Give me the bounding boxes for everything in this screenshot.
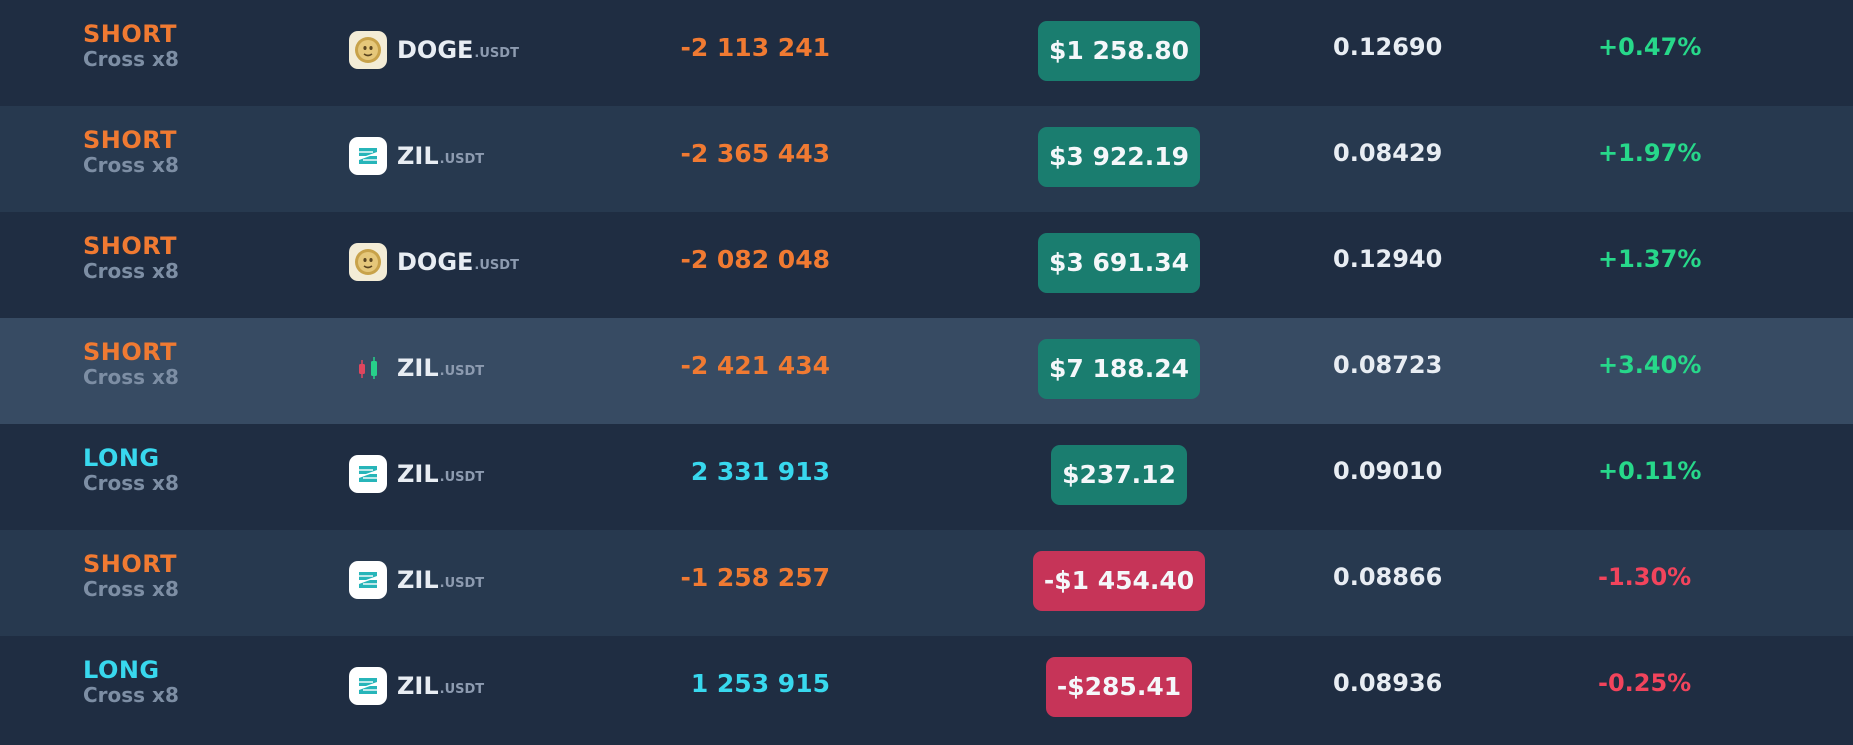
margin-mode: Cross x8: [83, 683, 179, 707]
base-symbol: ZIL: [397, 460, 439, 488]
pnl-badge: $3 691.34: [1038, 233, 1200, 293]
trading-pair[interactable]: ZIL .USDT: [349, 454, 484, 494]
entry-price: 0.08866: [1333, 563, 1443, 591]
base-symbol: ZIL: [397, 354, 439, 382]
position-size: 1 253 915: [690, 669, 830, 698]
position-side: SHORT Cross x8: [83, 552, 179, 599]
entry-price: 0.12940: [1333, 245, 1443, 273]
position-side: LONG Cross x8: [83, 658, 179, 705]
quote-symbol: .USDT: [439, 363, 485, 379]
side-label: SHORT: [83, 20, 178, 48]
entry-price: 0.08429: [1333, 139, 1443, 167]
quote-symbol: .USDT: [439, 575, 485, 591]
pnl-badge: $237.12: [1051, 445, 1187, 505]
position-side: SHORT Cross x8: [83, 22, 179, 69]
trading-pair[interactable]: DOGE .USDT: [349, 30, 519, 70]
position-row[interactable]: SHORT Cross x8 ZIL .USDT -2 365 443 $3 92…: [0, 106, 1853, 212]
base-symbol: DOGE: [397, 36, 474, 64]
pnl-badge: $3 922.19: [1038, 127, 1200, 187]
side-label: SHORT: [83, 338, 178, 366]
quote-symbol: .USDT: [474, 257, 519, 273]
price-change-percent: -1.30%: [1598, 563, 1692, 591]
position-side: SHORT Cross x8: [83, 234, 179, 281]
doge-coin-icon: [349, 243, 387, 281]
position-side: SHORT Cross x8: [83, 340, 179, 387]
position-size: -1 258 257: [680, 563, 830, 592]
entry-price: 0.12690: [1333, 33, 1443, 61]
position-size: -2 113 241: [680, 33, 830, 62]
pnl-badge: -$285.41: [1045, 657, 1193, 717]
position-size: -2 082 048: [680, 245, 830, 274]
position-row[interactable]: SHORT Cross x8 DOGE .USDT -2 113 241 $1 2…: [0, 0, 1853, 106]
zil-coin-icon: [349, 137, 387, 175]
price-change-percent: -0.25%: [1598, 669, 1692, 697]
margin-mode: Cross x8: [83, 153, 179, 177]
position-row[interactable]: LONG Cross x8 ZIL .USDT 1 253 915 -$285.4…: [0, 636, 1853, 742]
base-symbol: ZIL: [397, 142, 439, 170]
side-label: LONG: [83, 656, 160, 684]
base-symbol: DOGE: [397, 248, 474, 276]
quote-symbol: .USDT: [439, 681, 485, 697]
quote-symbol: .USDT: [474, 45, 519, 61]
position-row[interactable]: SHORT Cross x8 ZIL .USDT -1 258 257 -$1 4…: [0, 530, 1853, 636]
position-row[interactable]: SHORT Cross x8 ZIL .USDT -2 421 434 $7 18…: [0, 318, 1853, 424]
zil-coin-icon: [349, 667, 387, 705]
margin-mode: Cross x8: [83, 471, 179, 495]
position-size: -2 365 443: [680, 139, 830, 168]
quote-symbol: .USDT: [439, 469, 485, 485]
doge-coin-icon: [349, 31, 387, 69]
price-change-percent: +1.97%: [1598, 139, 1702, 167]
pnl-badge: $7 188.24: [1038, 339, 1200, 399]
position-size: -2 421 434: [680, 351, 830, 380]
base-symbol: ZIL: [397, 566, 439, 594]
price-change-percent: +3.40%: [1598, 351, 1702, 379]
side-label: SHORT: [83, 550, 178, 578]
position-size: 2 331 913: [690, 457, 830, 486]
side-label: SHORT: [83, 232, 178, 260]
candlestick-chart-icon: [349, 349, 387, 387]
zil-coin-icon: [349, 455, 387, 493]
entry-price: 0.09010: [1333, 457, 1443, 485]
trading-pair[interactable]: ZIL .USDT: [349, 560, 484, 600]
margin-mode: Cross x8: [83, 365, 179, 389]
entry-price: 0.08936: [1333, 669, 1443, 697]
position-row[interactable]: SHORT Cross x8 DOGE .USDT -2 082 048 $3 6…: [0, 212, 1853, 318]
trading-pair[interactable]: ZIL .USDT: [349, 666, 484, 706]
zil-coin-icon: [349, 561, 387, 599]
margin-mode: Cross x8: [83, 577, 179, 601]
price-change-percent: +0.11%: [1598, 457, 1702, 485]
pnl-badge: $1 258.80: [1038, 21, 1200, 81]
side-label: SHORT: [83, 126, 178, 154]
price-change-percent: +0.47%: [1598, 33, 1702, 61]
trading-pair[interactable]: ZIL .USDT: [349, 136, 484, 176]
position-row[interactable]: LONG Cross x8 ZIL .USDT 2 331 913 $237.12…: [0, 424, 1853, 530]
base-symbol: ZIL: [397, 672, 439, 700]
trading-pair[interactable]: ZIL .USDT: [349, 348, 484, 388]
position-side: LONG Cross x8: [83, 446, 179, 493]
entry-price: 0.08723: [1333, 351, 1443, 379]
margin-mode: Cross x8: [83, 47, 179, 71]
pnl-badge: -$1 454.40: [1032, 551, 1206, 611]
side-label: LONG: [83, 444, 160, 472]
trading-pair[interactable]: DOGE .USDT: [349, 242, 519, 282]
price-change-percent: +1.37%: [1598, 245, 1702, 273]
position-side: SHORT Cross x8: [83, 128, 179, 175]
quote-symbol: .USDT: [439, 151, 485, 167]
margin-mode: Cross x8: [83, 259, 179, 283]
